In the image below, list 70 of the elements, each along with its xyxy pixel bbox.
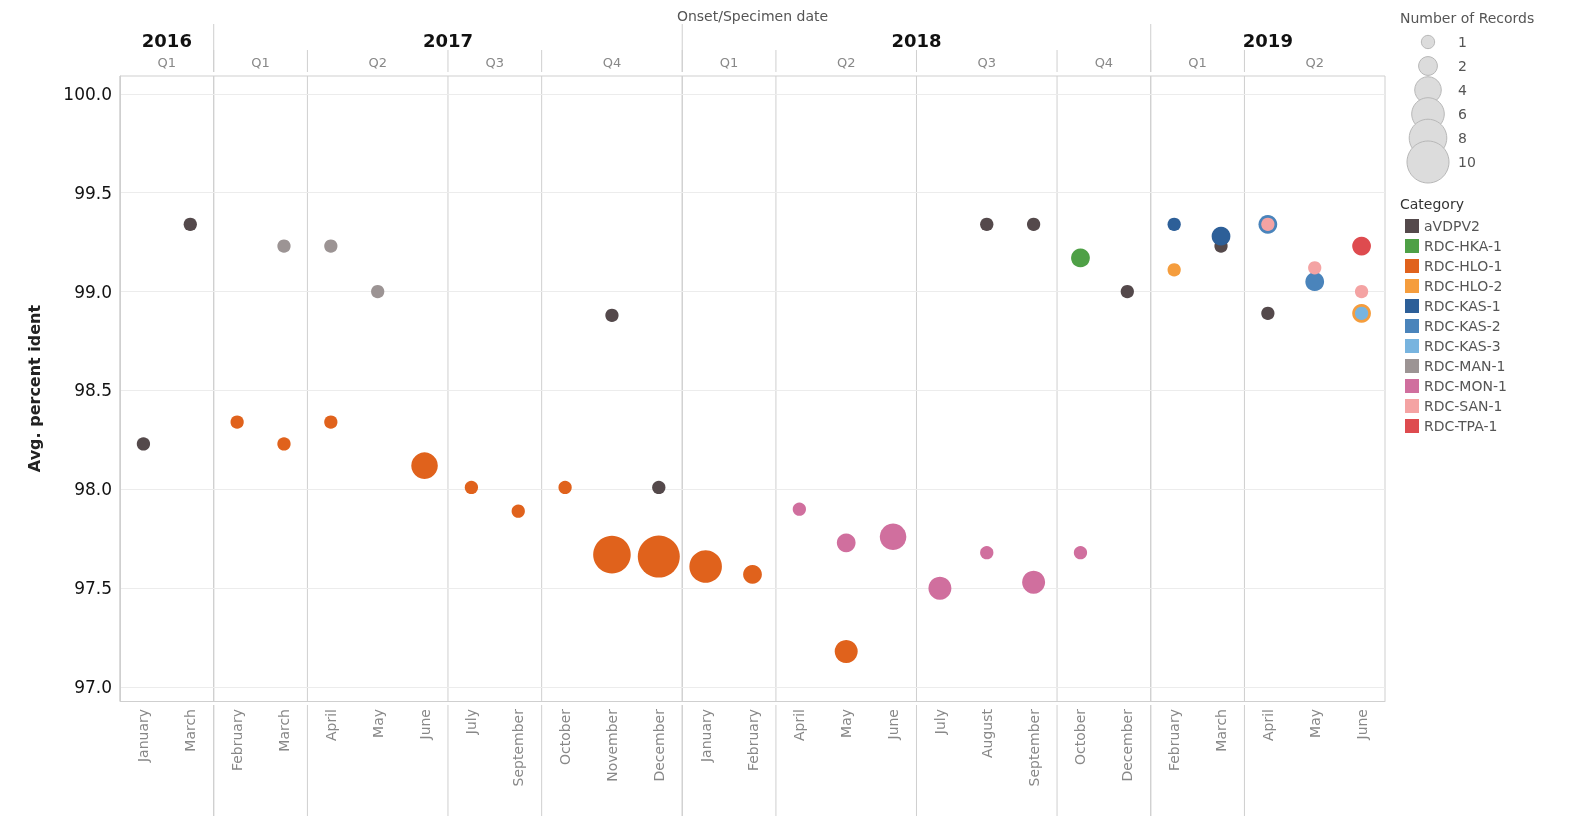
legend-title: Category [1400, 196, 1464, 212]
x-tick-label: January [135, 709, 152, 764]
x-tick-label: December [650, 708, 667, 782]
text: Q2 [368, 54, 387, 70]
legend-label: 2 [1458, 58, 1467, 74]
y-tick-label: 97.0 [74, 677, 112, 698]
legend-label: RDC-HLO-1 [1424, 258, 1503, 274]
legend-label: RDC-MON-1 [1424, 378, 1507, 394]
legend-label: 1 [1458, 34, 1467, 50]
x-tick-label: October [1072, 708, 1089, 766]
y-tick-label: 98.0 [74, 479, 112, 500]
text: 2018 [891, 29, 942, 51]
x-tick-label: June [1353, 709, 1370, 741]
x-tick-label: July [463, 709, 480, 736]
y-tick-label: 97.5 [74, 578, 112, 599]
legend-label: RDC-SAN-1 [1424, 398, 1503, 414]
x-tick-label: February [744, 709, 761, 772]
x-tick-label: September [1025, 708, 1042, 787]
x-tick-label: December [1119, 708, 1136, 782]
x-tick-label: February [229, 709, 246, 772]
x-tick-label: April [1259, 709, 1276, 741]
x-tick-label: May [838, 709, 855, 738]
y-tick-label: 99.5 [74, 182, 112, 203]
text: Q1 [251, 54, 270, 70]
text: Q2 [836, 54, 856, 70]
text: Q1 [157, 54, 177, 70]
x-tick-label: July [931, 709, 948, 736]
legend-label: RDC-TPA-1 [1424, 418, 1498, 434]
legend-label: aVDPV2 [1424, 218, 1480, 234]
x-tick-label: June [416, 709, 433, 741]
text: Q4 [1094, 54, 1114, 70]
x-tick-label: September [510, 708, 527, 787]
text: Q4 [602, 54, 622, 70]
text: 2019 [1242, 29, 1293, 51]
x-tick-label: March [182, 709, 199, 752]
x-tick-label: April [322, 709, 339, 741]
legend-label: RDC-KAS-3 [1424, 338, 1501, 354]
y-tick-label: 99.0 [74, 281, 112, 302]
text: Q1 [1188, 54, 1207, 70]
x-tick-label: August [978, 708, 995, 758]
text: Q3 [977, 54, 997, 70]
x-tick-label: June [885, 709, 902, 741]
x-axis-title: Onset/Specimen date [676, 8, 829, 24]
text: 2016 [141, 29, 192, 51]
text: 2017 [422, 29, 474, 51]
x-tick-label: April [791, 709, 808, 741]
legend-label: 4 [1458, 82, 1467, 98]
text: Q2 [1305, 54, 1324, 70]
legend-label: 6 [1458, 106, 1467, 122]
text: Number of Records [1400, 10, 1535, 26]
y-tick-label: 98.5 [74, 380, 112, 401]
text: Q1 [719, 54, 739, 70]
legend-label: RDC-HKA-1 [1424, 238, 1503, 254]
x-tick-label: October [557, 708, 574, 766]
x-tick-label: March [275, 709, 292, 752]
text: Q3 [485, 54, 505, 70]
x-tick-label: May [369, 709, 386, 738]
legend-label: RDC-KAS-2 [1424, 318, 1501, 334]
legend-label: RDC-MAN-1 [1424, 358, 1506, 374]
y-axis-title: Avg. percent ident [24, 304, 44, 473]
x-tick-label: May [1306, 709, 1323, 738]
x-tick-label: November [603, 708, 620, 782]
legend-label: 8 [1458, 130, 1467, 146]
x-tick-label: March [1213, 709, 1230, 752]
y-tick-label: 100.0 [63, 83, 112, 104]
x-tick-label: January [697, 709, 714, 764]
legend-label: RDC-HLO-2 [1424, 278, 1503, 294]
x-tick-label: February [1166, 709, 1183, 772]
legend-label: 10 [1458, 154, 1476, 170]
legend-label: RDC-KAS-1 [1424, 298, 1501, 314]
